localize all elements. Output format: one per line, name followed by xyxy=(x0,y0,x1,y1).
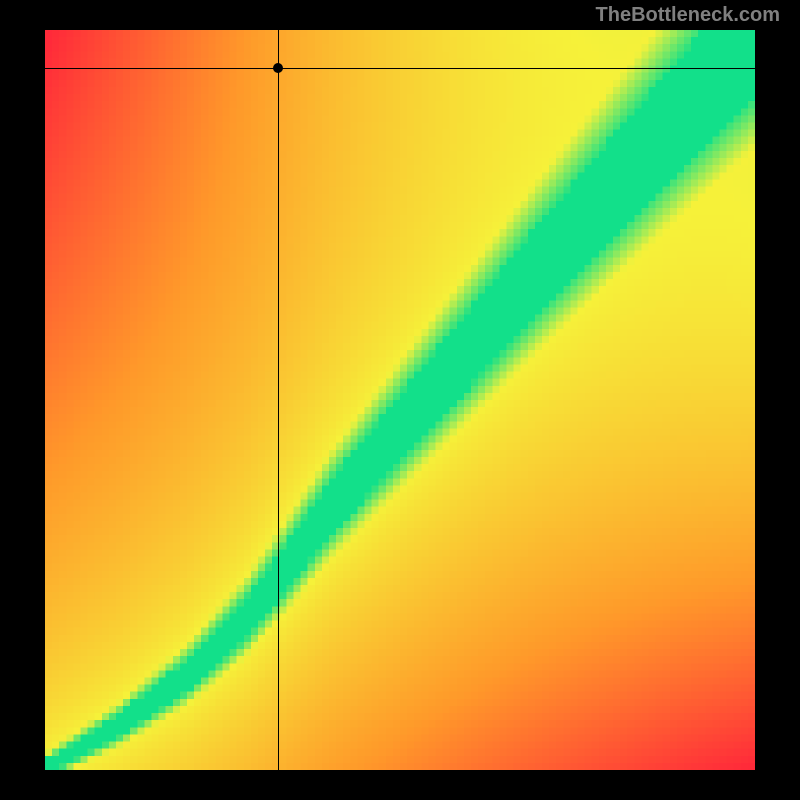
heatmap-canvas xyxy=(45,30,755,770)
crosshair-marker xyxy=(273,63,283,73)
crosshair-horizontal xyxy=(45,68,755,69)
plot-area xyxy=(45,30,755,770)
crosshair-vertical xyxy=(278,30,279,770)
chart-container: TheBottleneck.com xyxy=(0,0,800,800)
watermark-text: TheBottleneck.com xyxy=(596,4,780,27)
